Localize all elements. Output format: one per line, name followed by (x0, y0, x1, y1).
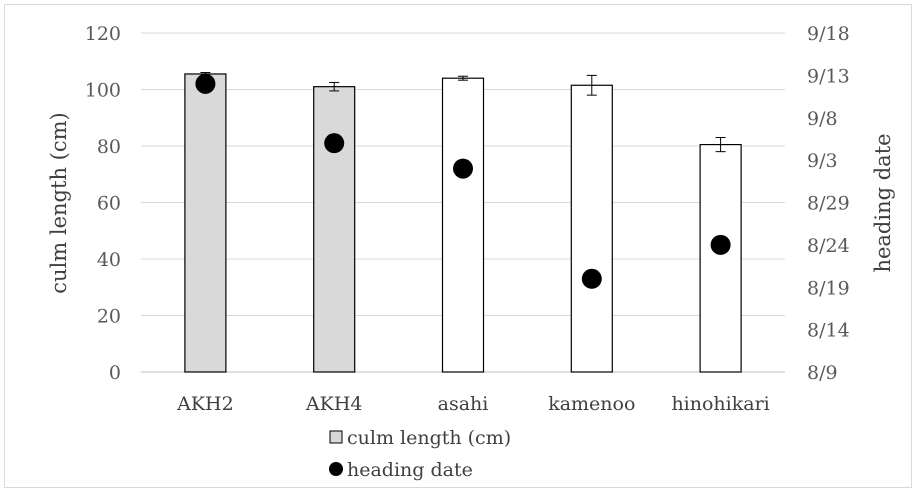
y-tick-label: 20 (97, 306, 121, 328)
heading-date-point (710, 234, 731, 255)
y2-tick-label: 9/8 (807, 108, 838, 130)
heading-date-point (195, 73, 216, 94)
y2-axis-title: heading date (871, 133, 895, 272)
bars (184, 73, 742, 373)
y-tick-label: 80 (97, 136, 121, 158)
category-label: hinohikari (671, 393, 769, 415)
heading-date-point (453, 158, 473, 179)
y2-tick-label: 8/9 (807, 362, 838, 384)
y2-tick-label: 8/29 (807, 193, 850, 215)
legend-bar-label: culm length (cm) (347, 427, 511, 449)
y-tick-label: 120 (85, 23, 121, 45)
y-tick-label: 0 (109, 362, 121, 384)
category-labels: AKH2 AKH4 asahi kamenoo hinohikari (176, 393, 770, 415)
legend-bar-swatch (329, 430, 343, 444)
bar (570, 84, 613, 373)
category-label: asahi (438, 393, 489, 415)
y-tick-label: 40 (97, 249, 121, 271)
legend-point-swatch (329, 462, 343, 476)
category-label: kamenoo (548, 393, 635, 415)
y2-tick-label: 8/14 (807, 320, 850, 342)
heading-date-point (324, 133, 345, 154)
heading-date-points (195, 73, 731, 289)
y2-tick-label: 8/24 (807, 235, 850, 257)
y2-tick-label: 8/19 (807, 277, 850, 299)
legend: culm length (cm) heading date (329, 427, 511, 481)
bar (313, 86, 356, 373)
bar (184, 73, 227, 373)
category-label: AKH4 (305, 393, 363, 415)
y2-tick-label: 9/3 (807, 150, 838, 172)
y2-tick-label: 9/18 (807, 23, 850, 45)
y2-tick-label: 9/13 (807, 65, 850, 87)
bar (441, 77, 485, 373)
y-axis-ticks: 0 20 40 60 80 100 120 (85, 23, 121, 384)
category-label: AKH2 (176, 393, 234, 415)
heading-date-point (581, 268, 602, 289)
y-axis-title: culm length (cm) (47, 112, 71, 293)
y2-axis-ticks: 8/9 8/14 8/19 8/24 8/29 9/3 9/8 9/13 9/18 (807, 23, 850, 384)
legend-point-label: heading date (347, 459, 473, 481)
y-tick-label: 60 (97, 193, 121, 215)
bar (699, 143, 742, 373)
y-tick-label: 100 (85, 80, 121, 102)
